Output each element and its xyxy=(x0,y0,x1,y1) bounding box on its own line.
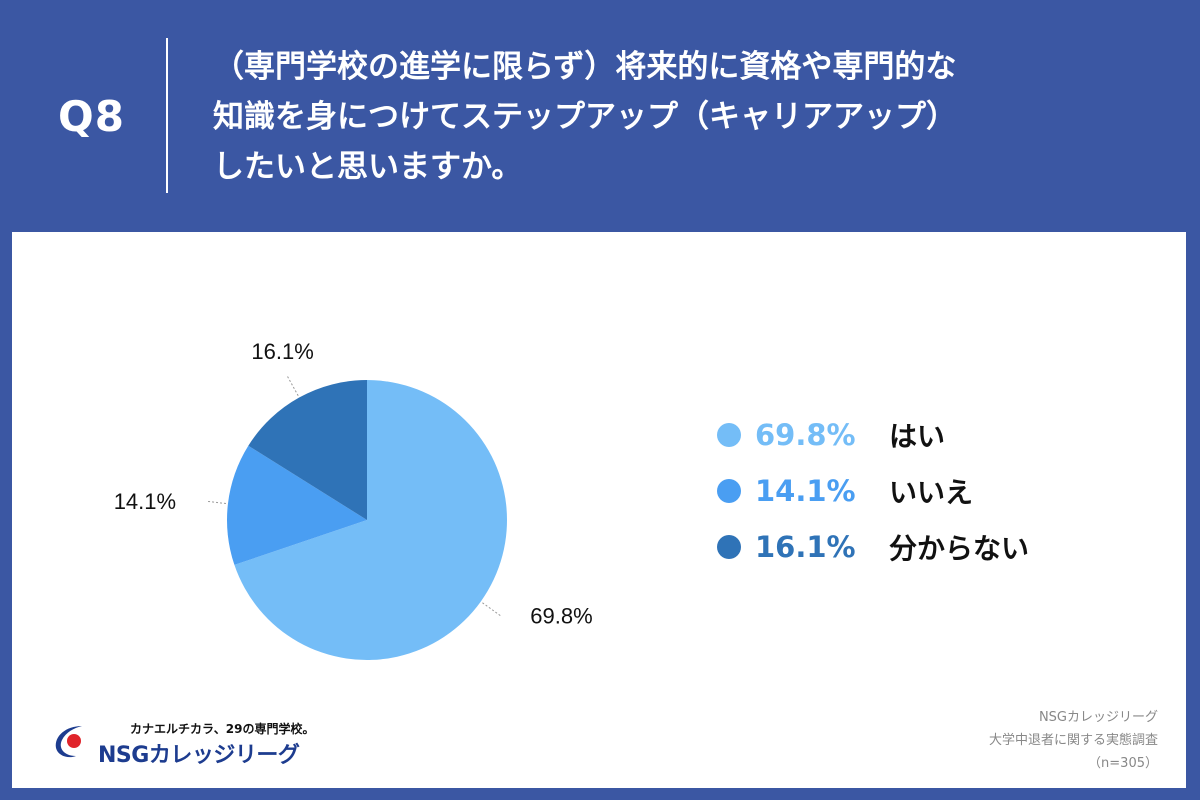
header-divider xyxy=(166,38,168,193)
legend-pct-no: 14.1% xyxy=(755,474,856,508)
legend-item-yes: 69.8% はい xyxy=(717,407,1029,463)
legend-dot-yes xyxy=(717,423,741,447)
pie-slice-unsure xyxy=(248,380,367,520)
source-line-2: 大学中退者に関する実態調査 xyxy=(988,733,1158,748)
legend: 69.8% はい 14.1% いいえ 16.1% 分からない xyxy=(717,407,1029,575)
source-line-3: （n=305） xyxy=(1088,756,1158,771)
pie-slice-no xyxy=(226,445,367,565)
legend-label-yes: はい xyxy=(889,420,946,453)
legend-dot-no xyxy=(717,479,741,503)
data-label-unsure: 16.1% xyxy=(251,339,313,364)
question-number: Q8 xyxy=(58,92,125,141)
data-label-yes: 69.8% xyxy=(530,604,592,629)
leader-line-yes xyxy=(482,602,501,616)
logo-tagline: カナエルチカラ、29の専門学校。 xyxy=(130,722,315,736)
question-line-1: （専門学校の進学に限らず）将来的に資格や専門的な xyxy=(213,49,957,85)
question-line-2: 知識を身につけてステップアップ（キャリアアップ） xyxy=(213,99,957,135)
legend-dot-unsure xyxy=(717,535,741,559)
leader-line-unsure xyxy=(286,374,299,397)
question-text: （専門学校の進学に限らず）将来的に資格や専門的な 知識を身につけてステップアップ… xyxy=(213,42,1113,192)
logo-swoosh-icon xyxy=(55,726,82,758)
chart-panel: 69.8% 14.1% 16.1% 69.8% はい 14.1% いいえ 16.1%… xyxy=(12,232,1186,788)
legend-label-no: いいえ xyxy=(889,476,974,509)
data-label-no: 14.1% xyxy=(114,489,176,514)
legend-item-no: 14.1% いいえ xyxy=(717,463,1029,519)
source-note: NSGカレッジリーグ 大学中退者に関する実態調査 （n=305） xyxy=(989,706,1158,775)
question-line-3: したいと思いますか。 xyxy=(213,149,523,185)
pie-chart: 69.8% 14.1% 16.1% xyxy=(114,339,593,660)
pie-slice-yes xyxy=(234,380,508,660)
legend-pct-unsure: 16.1% xyxy=(755,530,856,564)
leader-line-no xyxy=(206,500,227,505)
source-line-1: NSGカレッジリーグ xyxy=(1038,710,1158,725)
legend-pct-yes: 69.8% xyxy=(755,418,856,452)
legend-label-unsure: 分からない xyxy=(889,532,1030,565)
question-header: Q8 （専門学校の進学に限らず）将来的に資格や専門的な 知識を身につけてステップ… xyxy=(0,0,1200,232)
logo-brand: NSGカレッジリーグ xyxy=(98,743,300,768)
legend-item-unsure: 16.1% 分からない xyxy=(717,519,1029,575)
